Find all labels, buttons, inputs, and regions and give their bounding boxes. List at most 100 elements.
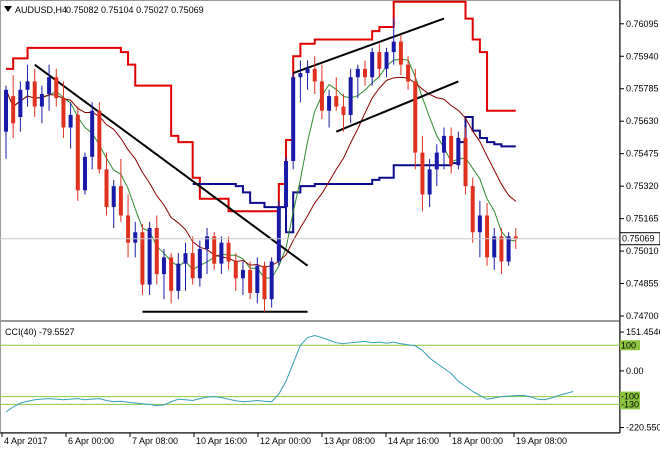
candle-body (11, 96, 16, 124)
candle (176, 253, 181, 300)
candle-body (276, 207, 281, 262)
candle (25, 64, 30, 107)
candle-body (255, 265, 260, 293)
candle-body (90, 110, 95, 157)
candle-body (449, 135, 454, 166)
time-tick-label: 14 Apr 16:00 (388, 436, 439, 446)
candle (219, 236, 224, 275)
candle (398, 35, 403, 76)
candle (434, 144, 439, 187)
candle-body (312, 68, 317, 82)
candle (233, 253, 238, 291)
ohlc-values: 0.75082 0.75104 0.75027 0.75069 (66, 5, 204, 15)
candle (327, 89, 332, 128)
current-price-label: 0.75069 (622, 234, 655, 244)
time-tick-label: 7 Apr 08:00 (132, 436, 178, 446)
candle (154, 215, 159, 285)
candle-body (269, 261, 274, 300)
price-tick-label: 0.75475 (626, 149, 659, 159)
candle (161, 248, 166, 300)
candle (276, 200, 281, 266)
candle (305, 60, 310, 90)
supertrend-line (6, 0, 516, 213)
candle (75, 106, 80, 201)
trendline-wedge-lower[interactable] (335, 80, 459, 133)
candle-body (456, 137, 461, 166)
candle-body (183, 253, 188, 264)
candle-body (262, 265, 267, 300)
cci-level-box (620, 340, 640, 351)
candle (284, 156, 289, 216)
candle-body (355, 68, 360, 78)
time-tick-label: 19 Apr 08:00 (516, 436, 567, 446)
candle (111, 179, 116, 229)
candle-body (118, 186, 123, 216)
candle (463, 127, 468, 195)
trendline-wedge-upper[interactable] (292, 17, 445, 74)
time-axis-ticks: 4 Apr 2017 6 Apr 00:00 7 Apr 08:00 10 Apr 1… (1, 433, 567, 446)
candle-body (111, 186, 116, 208)
candle-body (233, 261, 238, 279)
candle (147, 221, 152, 296)
candle-body (104, 169, 109, 208)
price-tick-label: 0.75940 (626, 51, 659, 61)
candle (183, 242, 188, 291)
trendlines[interactable] (34, 17, 459, 313)
candle (319, 64, 324, 120)
candle-body (4, 89, 8, 132)
candle-body (133, 232, 138, 243)
candle (355, 64, 360, 99)
cci-level-label: -100 (621, 392, 639, 402)
candle (90, 102, 95, 170)
candles (4, 18, 518, 312)
price-tick-label: 0.76095 (626, 19, 659, 29)
trendline-down[interactable] (34, 63, 309, 267)
candle-body (126, 215, 131, 243)
candle-body (226, 242, 231, 262)
candle-body (82, 156, 87, 191)
cci-tick-label: 151.4546 (626, 327, 660, 337)
candle (348, 68, 353, 124)
candle (255, 257, 260, 304)
candle-body (39, 93, 44, 107)
candle (18, 81, 23, 132)
candle (133, 221, 138, 258)
price-axis-ticks: 0.76095 0.75940 0.75785 0.75630 0.75475 0.753… (620, 19, 659, 321)
candle-body (341, 106, 346, 115)
candle (370, 47, 375, 86)
candle (391, 18, 396, 65)
candle (240, 261, 245, 296)
triangle-down-icon (4, 6, 12, 12)
candle (441, 127, 446, 170)
candle (140, 223, 145, 296)
candle (485, 202, 490, 266)
candle (291, 73, 296, 170)
candle-body (75, 114, 80, 191)
candle-body (61, 98, 66, 128)
candle (54, 68, 59, 107)
candle (11, 75, 16, 138)
time-tick-label: 4 Apr 2017 (4, 436, 48, 446)
chart-header: AUDUSD,H4 0.75082 0.75104 0.75027 0.7506… (4, 5, 204, 15)
time-tick-label: 13 Apr 08:00 (324, 436, 375, 446)
candle-body (298, 73, 303, 78)
candle (248, 261, 253, 300)
time-tick-label: 6 Apr 00:00 (68, 436, 114, 446)
candle (47, 64, 52, 111)
candle (377, 43, 382, 78)
candle-body (190, 253, 195, 279)
candle-body (47, 77, 52, 94)
candle (406, 56, 411, 90)
candle-body (25, 81, 30, 90)
candle-body (406, 64, 411, 82)
candle-body (54, 77, 59, 99)
candle-body (147, 228, 152, 285)
price-tick-label: 0.75785 (626, 84, 659, 94)
candle (341, 93, 346, 132)
cci-line (5, 334, 574, 413)
candle-body (391, 41, 396, 53)
candle-body (420, 152, 425, 195)
current-price-box (619, 232, 660, 246)
candle (449, 127, 454, 174)
